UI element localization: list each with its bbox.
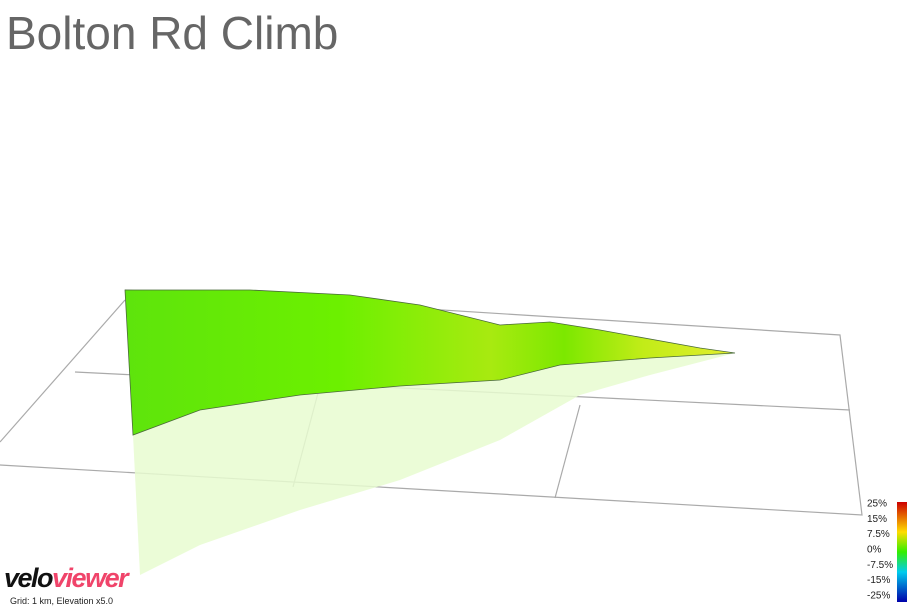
legend: 25% 15% 7.5% 0% -7.5% -15% -25% (867, 499, 893, 602)
logo-part: viewer (52, 563, 129, 593)
caption: Grid: 1 km, Elevation x5.0 (10, 596, 114, 606)
elevation-shadow (133, 353, 735, 575)
legend-label: -15% (867, 575, 890, 586)
elevation-wall (124, 289, 736, 436)
legend-label: 0% (867, 545, 882, 556)
legend-label: -25% (867, 590, 890, 601)
legend-label: 25% (867, 499, 887, 510)
title: Bolton Rd Climb (6, 7, 339, 59)
legend-label: 15% (867, 514, 887, 525)
legend-label: -7.5% (867, 560, 893, 571)
legend-label: 7.5% (867, 529, 890, 540)
gradient-scale (897, 502, 907, 602)
logo: veloviewer (4, 563, 129, 594)
logo-part: velo (4, 563, 54, 593)
